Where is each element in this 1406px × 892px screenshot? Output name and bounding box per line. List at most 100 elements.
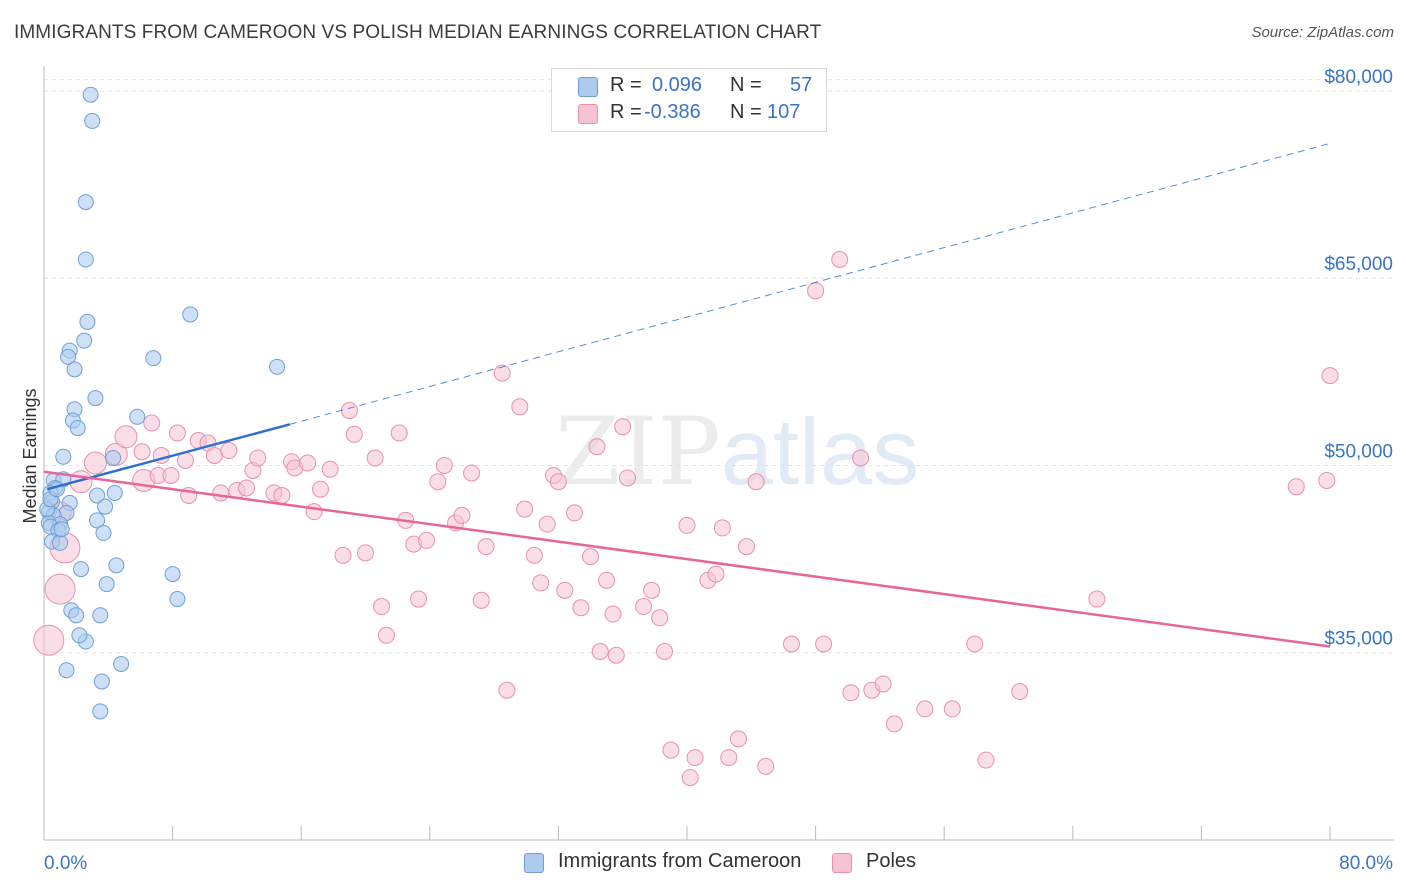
point-poles <box>966 635 984 653</box>
point-poles <box>572 599 590 617</box>
source-label: Source: ZipAtlas.com <box>1251 24 1394 41</box>
point-cameroon <box>95 524 112 541</box>
point-poles <box>943 700 961 718</box>
point-poles <box>757 757 775 775</box>
legend-r-value: 0.096 <box>652 74 703 96</box>
legend-n-label: N = <box>730 101 762 123</box>
y-tick-label: $50,000 <box>1324 441 1393 462</box>
point-poles <box>305 503 323 521</box>
point-poles <box>598 571 616 589</box>
point-poles <box>532 574 550 592</box>
point-poles <box>511 398 529 416</box>
point-cameroon <box>269 358 286 375</box>
point-cameroon <box>72 561 89 578</box>
chart-title: IMMIGRANTS FROM CAMEROON VS POLISH MEDIA… <box>14 22 822 43</box>
point-poles <box>815 635 833 653</box>
point-poles <box>643 581 661 599</box>
point-poles <box>334 546 352 564</box>
legend-swatch-blue <box>578 77 598 97</box>
point-poles <box>977 751 995 769</box>
bottom-legend-swatch-blue <box>524 853 544 873</box>
point-poles <box>143 414 161 432</box>
point-poles <box>831 251 849 268</box>
point-poles <box>238 479 256 497</box>
point-poles <box>83 451 107 475</box>
point-cameroon <box>82 86 99 103</box>
point-poles <box>582 548 600 566</box>
point-cameroon <box>169 591 186 608</box>
point-poles <box>377 626 395 644</box>
point-poles <box>453 506 471 524</box>
point-cameroon <box>53 521 70 538</box>
correlation-legend: R = 0.096 N = 57 R = -0.386 N = 107 <box>551 68 827 132</box>
point-poles <box>1287 478 1305 496</box>
bottom-legend-label: Immigrants from Cameroon <box>558 850 802 872</box>
legend-r-value: -0.386 <box>644 101 701 123</box>
point-cameroon <box>76 332 93 349</box>
y-tick-label: $80,000 <box>1324 67 1393 88</box>
point-cameroon <box>66 361 83 378</box>
point-poles <box>1321 367 1339 385</box>
point-poles <box>1011 682 1029 700</box>
point-cameroon <box>58 662 75 679</box>
point-poles <box>549 473 567 491</box>
trendline-cameroon-extrapolated <box>289 142 1331 425</box>
point-poles <box>477 538 495 556</box>
point-cameroon <box>182 306 199 323</box>
point-poles <box>686 749 704 767</box>
point-poles <box>588 438 606 456</box>
point-poles <box>429 473 447 491</box>
point-poles <box>168 424 186 442</box>
point-poles <box>662 741 680 759</box>
point-poles <box>463 464 481 482</box>
point-poles <box>604 605 622 623</box>
point-poles <box>614 418 632 436</box>
point-poles <box>737 538 755 556</box>
point-cameroon <box>106 484 123 501</box>
x-tick-label: 0.0% <box>44 853 87 874</box>
point-poles <box>220 442 238 460</box>
point-poles <box>747 473 765 491</box>
point-cameroon <box>69 420 86 437</box>
point-poles <box>556 581 574 599</box>
point-poles <box>681 769 699 787</box>
y-axis-title: Median Earnings <box>20 388 40 523</box>
point-poles <box>565 504 583 522</box>
y-tick-label: $35,000 <box>1324 629 1393 650</box>
point-poles <box>340 402 358 420</box>
watermark-zip: ZIP <box>555 398 721 507</box>
bottom-legend-swatch-pink <box>832 853 852 873</box>
point-poles <box>249 449 267 467</box>
point-poles <box>212 484 230 502</box>
point-poles <box>591 642 609 660</box>
legend-n-value: 107 <box>767 101 801 123</box>
point-poles <box>321 460 339 478</box>
point-poles <box>678 516 696 534</box>
point-poles <box>273 486 291 504</box>
point-cameroon <box>79 313 96 330</box>
point-cameroon <box>129 408 146 425</box>
legend-n-value: 57 <box>790 74 813 96</box>
legend-swatch-pink <box>578 104 598 124</box>
point-poles <box>498 681 516 699</box>
point-poles <box>114 425 138 449</box>
point-poles <box>44 573 76 605</box>
point-cameroon <box>71 627 88 644</box>
point-cameroon <box>108 557 125 574</box>
point-poles <box>1088 590 1106 608</box>
point-cameroon <box>145 350 162 367</box>
legend-r-label: R = <box>610 74 642 96</box>
bottom-legend-label: Poles <box>866 850 917 872</box>
point-cameroon <box>97 498 114 515</box>
point-poles <box>729 730 747 748</box>
point-cameroon <box>92 607 109 624</box>
point-poles <box>299 454 317 472</box>
point-poles <box>720 749 738 767</box>
point-cameroon <box>89 512 106 529</box>
legend-n-label: N = <box>730 74 762 96</box>
point-cameroon <box>84 112 101 129</box>
trendline-poles <box>43 470 1331 648</box>
point-poles <box>390 424 408 442</box>
point-cameroon <box>105 449 122 466</box>
